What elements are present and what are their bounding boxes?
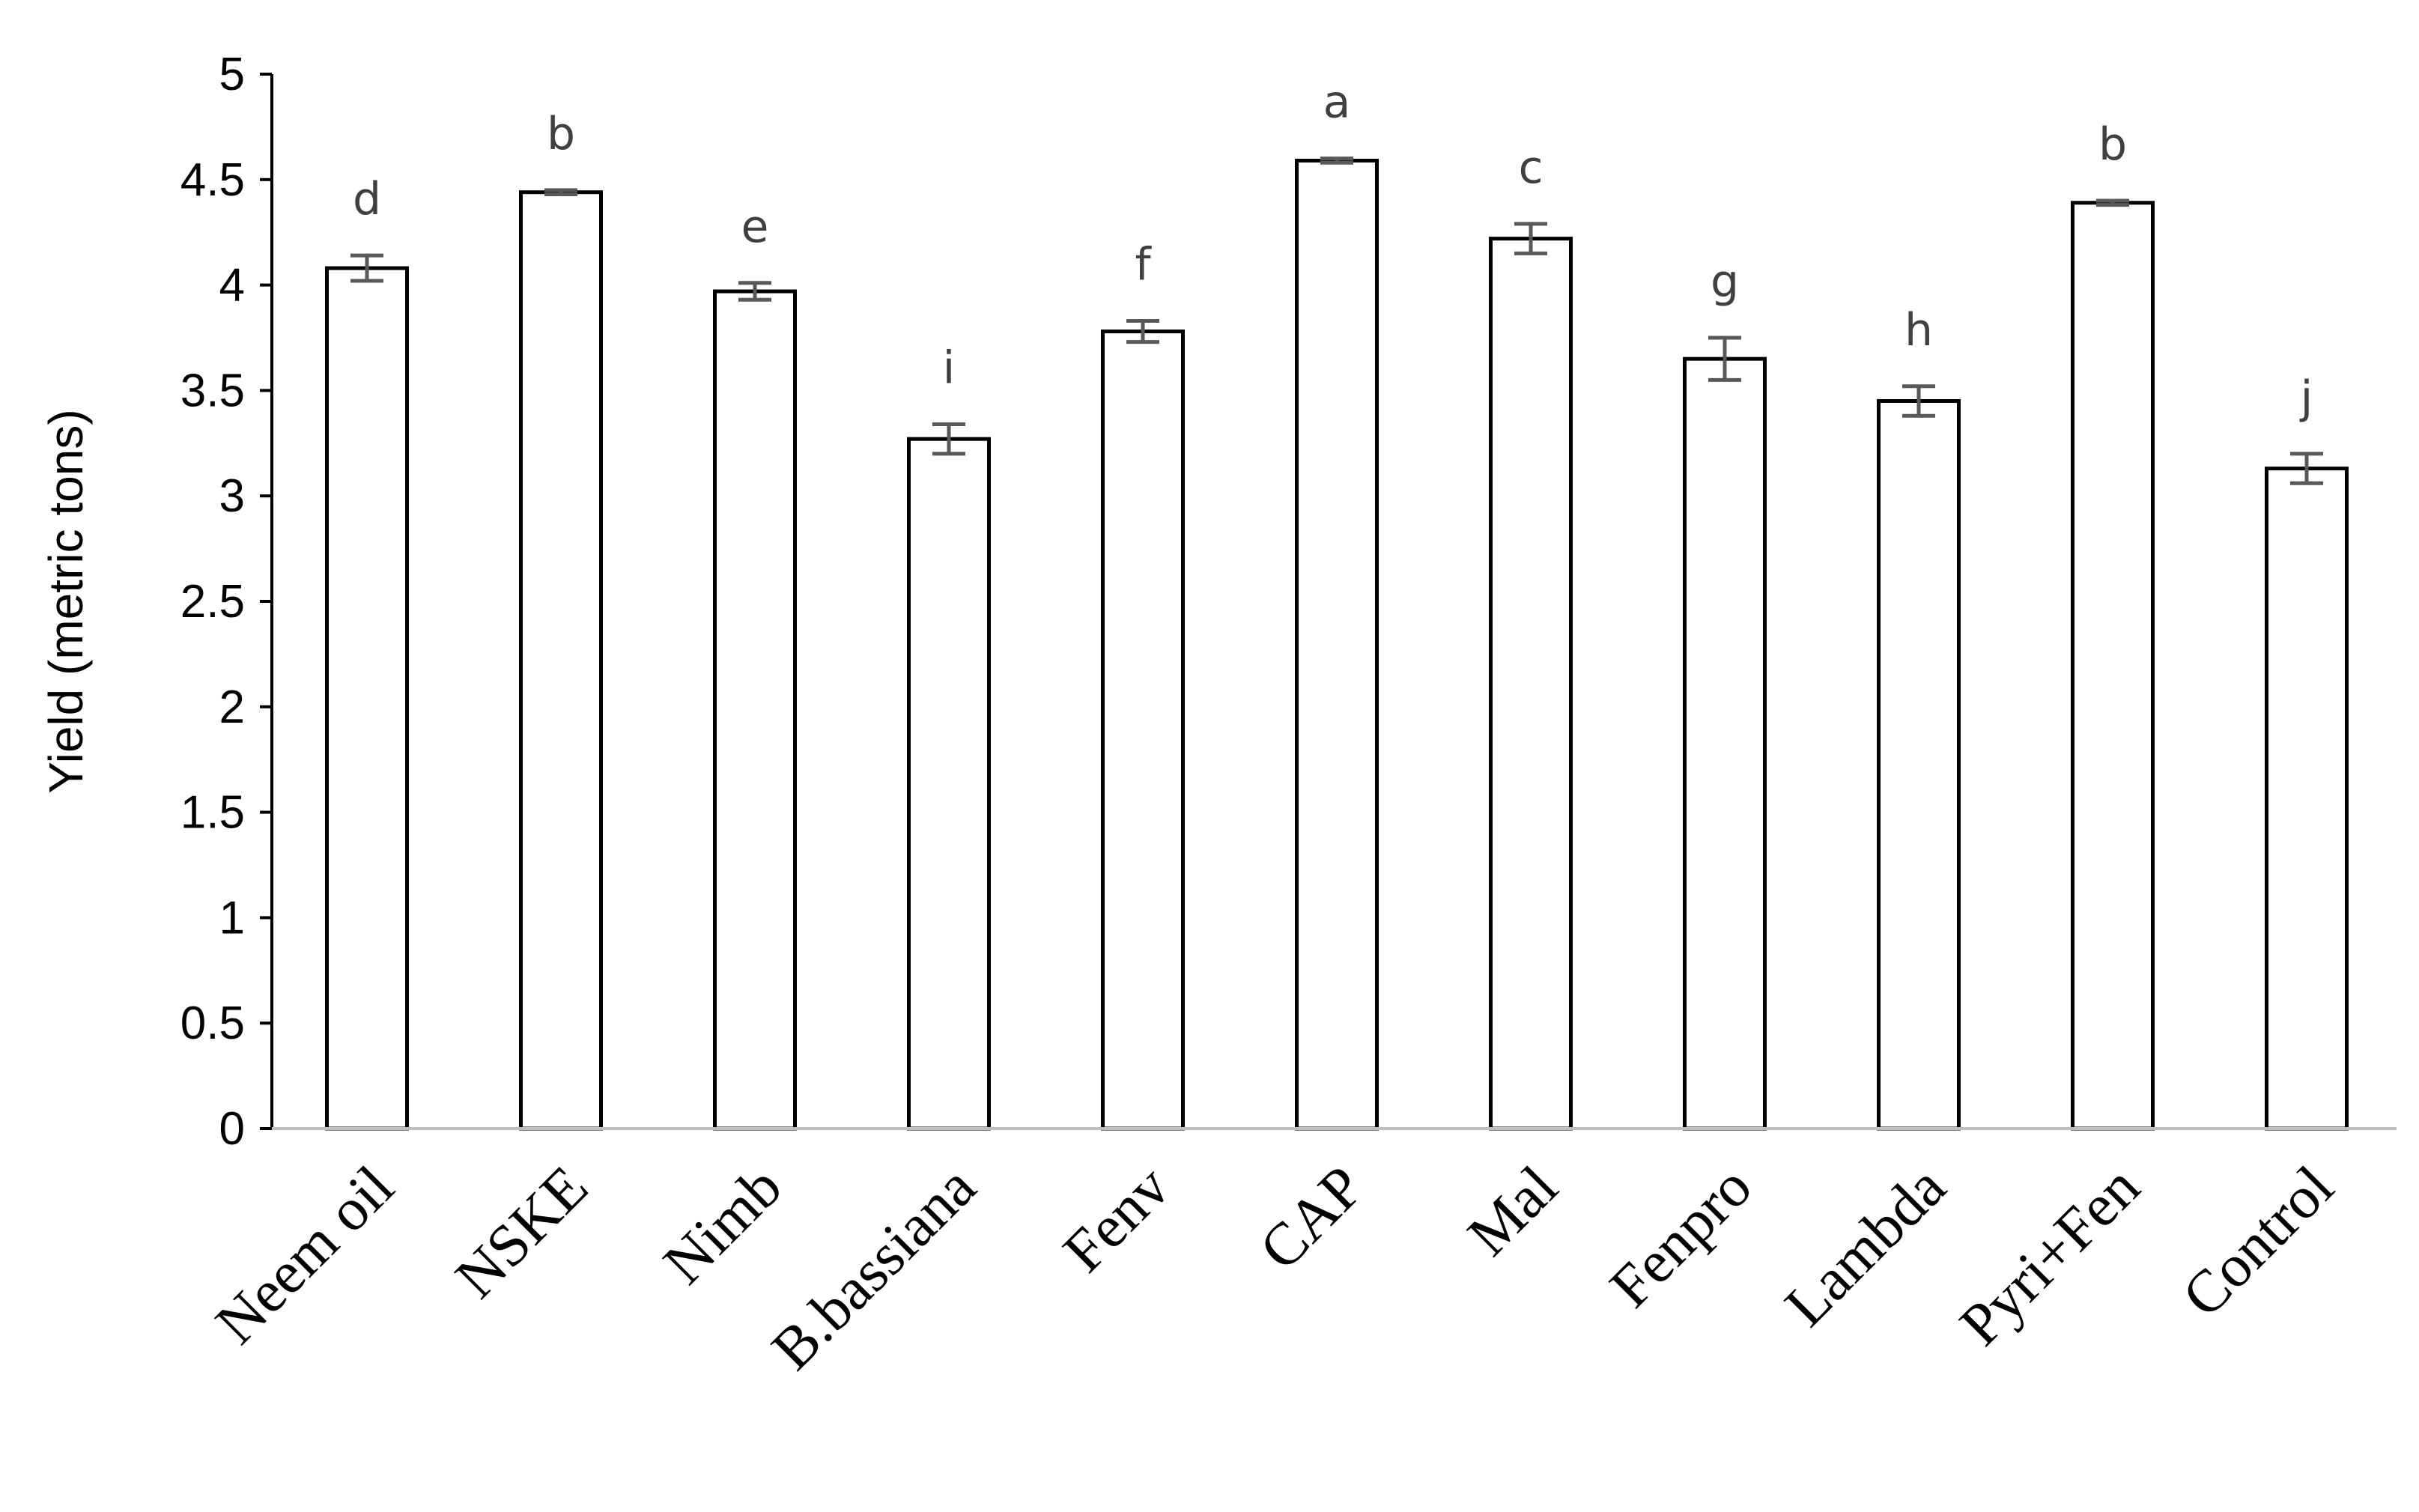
bars: d b e i f a c g h b j bbox=[325, 76, 2349, 1131]
error-bar bbox=[350, 253, 383, 283]
bar bbox=[907, 437, 991, 1131]
significance-letter: a bbox=[1323, 76, 1351, 129]
category-label: Lambda bbox=[1773, 1154, 1958, 1340]
category-label: Fenv bbox=[1051, 1154, 1182, 1285]
error-bar bbox=[2290, 452, 2323, 485]
error-bar bbox=[544, 188, 577, 197]
category-label: Neem oil bbox=[204, 1154, 407, 1357]
significance-letter: c bbox=[1519, 142, 1544, 194]
significance-letter: b bbox=[547, 108, 575, 160]
y-tick-label: 2 bbox=[219, 681, 245, 733]
category-label: CAP bbox=[1247, 1154, 1376, 1283]
y-tick-label: 0.5 bbox=[180, 998, 245, 1049]
error-bar bbox=[1126, 318, 1159, 344]
category-label: Mal bbox=[1455, 1154, 1570, 1269]
significance-letter: i bbox=[943, 341, 956, 394]
bar bbox=[1295, 158, 1379, 1131]
y-tick-label: 1 bbox=[219, 892, 245, 944]
error-bar bbox=[738, 281, 771, 302]
category-label: Fenpro bbox=[1597, 1154, 1764, 1320]
significance-letter: d bbox=[353, 173, 381, 225]
y-tick-label: 5 bbox=[219, 49, 245, 100]
significance-letter: b bbox=[2098, 118, 2127, 171]
y-axis-ticks: 0 0.5 1 1.5 2 2.5 3 3.5 4 4.5 5 bbox=[180, 49, 272, 1155]
error-bar bbox=[1514, 222, 1547, 255]
y-tick-label: 0 bbox=[219, 1103, 245, 1155]
significance-letter: f bbox=[1135, 238, 1152, 291]
significance-letter: h bbox=[1904, 304, 1933, 356]
y-tick-label: 1.5 bbox=[180, 787, 245, 839]
error-bar bbox=[2096, 198, 2129, 207]
error-bar bbox=[1320, 157, 1353, 165]
y-tick-label: 2.5 bbox=[180, 576, 245, 628]
bar bbox=[325, 266, 409, 1131]
bar bbox=[1489, 237, 1573, 1131]
bar bbox=[1683, 356, 1767, 1131]
bar bbox=[1101, 330, 1185, 1131]
category-label: B.bassiana bbox=[759, 1154, 989, 1383]
bar bbox=[1877, 398, 1961, 1131]
error-bar bbox=[1708, 336, 1741, 382]
category-label: Pyri+Fen bbox=[1947, 1154, 2152, 1358]
significance-letter: j bbox=[2299, 371, 2313, 424]
y-tick-label: 4 bbox=[219, 260, 245, 312]
y-tick-label: 3.5 bbox=[180, 365, 245, 416]
bar bbox=[2265, 467, 2349, 1131]
error-bar bbox=[1902, 384, 1935, 418]
category-label: Nimb bbox=[652, 1154, 795, 1297]
y-tick-label: 3 bbox=[219, 470, 245, 522]
category-label: NSKE bbox=[443, 1154, 601, 1311]
y-axis-label: Yield (metric tons) bbox=[39, 409, 93, 793]
significance-letter: e bbox=[741, 201, 769, 253]
significance-letter: g bbox=[1711, 255, 1739, 308]
y-tick-label: 4.5 bbox=[180, 154, 245, 206]
bar bbox=[519, 190, 603, 1131]
bar bbox=[2071, 201, 2155, 1131]
bar bbox=[713, 289, 797, 1131]
error-bar bbox=[932, 422, 965, 456]
category-label: Control bbox=[2170, 1154, 2346, 1330]
